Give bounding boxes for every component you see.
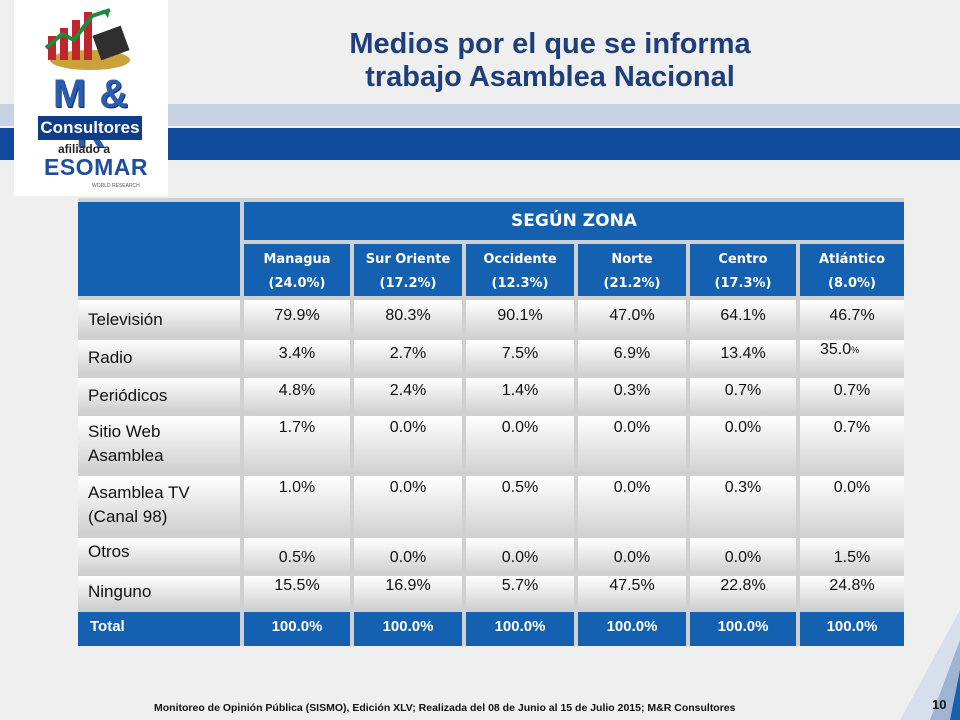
table-cell: 1.7% [244, 416, 350, 472]
col-header-atlantico: Atlántico (8.0%) [800, 244, 904, 296]
row-label-otros: Otros [78, 538, 240, 572]
logo-partner: ESOMAR [44, 154, 148, 180]
col-share: (17.2%) [379, 276, 437, 291]
row-label-television: Televisión [78, 300, 240, 336]
table-cell: 0.0% [466, 416, 574, 472]
col-share: (17.3%) [714, 276, 772, 291]
corner-decoration [900, 610, 960, 720]
table-cell: 0.7% [800, 416, 904, 472]
table-cell: 90.1% [466, 300, 574, 336]
logo-affiliation: afiliado a [58, 142, 111, 156]
col-share: (24.0%) [268, 276, 326, 291]
row-label-radio: Radio [78, 340, 240, 374]
table-cell: 79.9% [244, 300, 350, 336]
table-cell-total: 100.0% [244, 612, 350, 646]
table-cell: 0.0% [354, 538, 462, 572]
page-title: Medios por el que se informa trabajo Asa… [250, 28, 850, 94]
table-cell: 16.9% [354, 576, 462, 608]
col-name: Atlántico [818, 252, 886, 267]
title-line-2: trabajo Asamblea Nacional [365, 61, 735, 93]
table-cell: 80.3% [354, 300, 462, 336]
col-share: (12.3%) [491, 276, 549, 291]
table-cell-radio-atlantico: 35.0% [800, 340, 904, 374]
table-cell: 2.7% [354, 340, 462, 374]
table-cell: 7.5% [466, 340, 574, 374]
title-line-1: Medios por el que se informa [349, 28, 751, 60]
col-header-occidente: Occidente (12.3%) [466, 244, 574, 296]
results-table: SEGÚN ZONA Managua (24.0%) Sur Oriente (… [78, 198, 904, 646]
col-header-norte: Norte (21.2%) [578, 244, 686, 296]
col-header-centro: Centro (17.3%) [690, 244, 796, 296]
col-share: (8.0%) [828, 276, 876, 291]
table-cell: 0.0% [578, 476, 686, 534]
row-label-sitio-web: Sitio Web Asamblea [78, 416, 240, 472]
table-cell: 64.1% [690, 300, 796, 336]
table-cell-total: 100.0% [800, 612, 904, 646]
table-cell-total: 100.0% [690, 612, 796, 646]
row-label-asamblea-tv: Asamblea TV (Canal 98) [78, 476, 240, 534]
table-cell: 0.0% [578, 538, 686, 572]
cell-value: 35.0 [820, 341, 852, 358]
table-cell: 47.5% [578, 576, 686, 608]
table-cell: 4.8% [244, 378, 350, 412]
table-cell: 0.0% [690, 538, 796, 572]
table-cell: 0.7% [690, 378, 796, 412]
zone-group-header: SEGÚN ZONA [244, 202, 904, 240]
footer-source: Monitoreo de Opinión Pública (SISMO), Ed… [154, 702, 736, 714]
table-cell: 0.5% [466, 476, 574, 534]
table-cell: 3.4% [244, 340, 350, 374]
table-cell: 5.7% [466, 576, 574, 608]
col-header-managua: Managua (24.0%) [244, 244, 350, 296]
table-cell: 13.4% [690, 340, 796, 374]
col-name: Occidente [483, 252, 557, 267]
table-cell-total: 100.0% [354, 612, 462, 646]
table-cell: 0.5% [244, 538, 350, 572]
table-cell: 0.0% [354, 476, 462, 534]
row-label-periodicos: Periódicos [78, 378, 240, 412]
table-cell: 0.0% [800, 476, 904, 534]
table-cell: 1.0% [244, 476, 350, 534]
col-name: Norte [611, 252, 653, 267]
table-cell: 0.0% [578, 416, 686, 472]
cell-percent-mark: % [851, 345, 860, 355]
col-name: Managua [263, 252, 331, 267]
logo-name: Consultores [38, 116, 142, 140]
table-cell: 0.0% [690, 416, 796, 472]
table-cell: 0.0% [354, 416, 462, 472]
table-cell: 2.4% [354, 378, 462, 412]
table-cell: 24.8% [800, 576, 904, 608]
col-name: Centro [718, 252, 768, 267]
table-cell: 0.3% [578, 378, 686, 412]
table-cell: 47.0% [578, 300, 686, 336]
row-label-total: Total [78, 612, 240, 646]
logo-partner-sub: WORLD RESEARCH [92, 183, 140, 189]
col-share: (21.2%) [603, 276, 661, 291]
row-label-ninguno: Ninguno [78, 576, 240, 608]
table-cell: 22.8% [690, 576, 796, 608]
table-cell: 0.3% [690, 476, 796, 534]
table-cell: 15.5% [244, 576, 350, 608]
table-cell: 0.0% [466, 538, 574, 572]
header-band-light [0, 104, 960, 126]
table-cell: 1.4% [466, 378, 574, 412]
table-cell-total: 100.0% [466, 612, 574, 646]
col-header-sur-oriente: Sur Oriente (17.2%) [354, 244, 462, 296]
table-cell: 1.5% [800, 538, 904, 572]
table-cell: 46.7% [800, 300, 904, 336]
table-cell-total: 100.0% [578, 612, 686, 646]
table-cell: 0.7% [800, 378, 904, 412]
page-number: 10 [932, 697, 947, 712]
header-corner-cell [78, 202, 240, 296]
table-cell: 6.9% [578, 340, 686, 374]
chart-logo-icon [44, 8, 130, 70]
col-name: Sur Oriente [365, 252, 451, 267]
